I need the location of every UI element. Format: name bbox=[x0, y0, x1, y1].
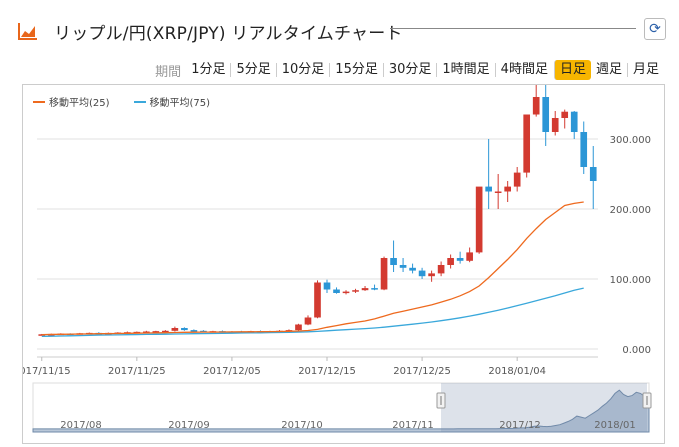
candle-body bbox=[143, 331, 150, 333]
legend-label-ma25: 移動平均(25) bbox=[49, 98, 110, 109]
period-30min[interactable]: 30分足 bbox=[382, 63, 437, 77]
candle-body bbox=[295, 324, 302, 331]
candle-body bbox=[181, 328, 188, 331]
candle-body bbox=[304, 317, 312, 325]
period-weekly[interactable]: 週足 bbox=[595, 62, 622, 77]
candle-body bbox=[551, 118, 559, 132]
candle-body bbox=[162, 330, 169, 333]
candle-body bbox=[333, 289, 340, 293]
x-tick-label: 2017/12/25 bbox=[393, 366, 451, 377]
period-monthly[interactable]: 月足 bbox=[626, 63, 664, 77]
chart-legend: 移動平均(25) 移動平均(75) bbox=[33, 94, 234, 109]
navigator-label: 2017/08 bbox=[60, 420, 102, 431]
candle-body bbox=[323, 282, 331, 290]
period-5min[interactable]: 5分足 bbox=[230, 63, 275, 77]
title-underline bbox=[390, 28, 636, 29]
x-tick-label: 2017/12/05 bbox=[203, 366, 261, 377]
candle-body bbox=[38, 334, 46, 336]
candle-body bbox=[561, 111, 569, 118]
ma75-line bbox=[41, 287, 584, 338]
candle-body bbox=[466, 252, 473, 261]
candle-body bbox=[485, 186, 492, 192]
x-tick-label: 2018/01/04 bbox=[488, 366, 546, 377]
chart-icon bbox=[18, 23, 37, 40]
candle-body bbox=[342, 291, 350, 294]
period-1min[interactable]: 1分足 bbox=[191, 62, 226, 77]
refresh-button[interactable]: ⟳ bbox=[644, 18, 666, 40]
candle-body bbox=[399, 265, 407, 268]
candle-body bbox=[418, 270, 426, 277]
candle-body bbox=[475, 186, 483, 253]
period-label: 期間 bbox=[155, 64, 182, 80]
candle-body bbox=[314, 282, 321, 318]
candle-body bbox=[409, 267, 416, 271]
legend-swatch-ma25 bbox=[33, 100, 45, 103]
candle-body bbox=[542, 97, 550, 132]
navigator-label: 2017/11 bbox=[392, 420, 434, 431]
x-tick-label: 2017/11/15 bbox=[23, 366, 71, 377]
legend-swatch-ma75 bbox=[133, 100, 146, 103]
candle-body bbox=[456, 258, 464, 261]
y-tick-label: 300.000 bbox=[610, 135, 651, 146]
legend-label-ma75: 移動平均(75) bbox=[149, 98, 211, 109]
x-tick-label: 2017/11/25 bbox=[108, 366, 166, 377]
period-15min[interactable]: 15分足 bbox=[329, 63, 383, 77]
candle-body bbox=[447, 258, 454, 265]
period-10min[interactable]: 10分足 bbox=[275, 63, 330, 77]
candle-body bbox=[523, 114, 531, 173]
navigator-label: 2017/09 bbox=[168, 420, 210, 431]
candle-body bbox=[352, 290, 359, 292]
price-chart[interactable]: 0.000 100.000 200.000 300.000 2017/11/15 2017… bbox=[23, 85, 664, 443]
refresh-icon: ⟳ bbox=[649, 21, 661, 37]
ma25-line bbox=[41, 201, 584, 336]
candle-body bbox=[589, 167, 597, 181]
candle-body bbox=[390, 258, 397, 265]
candle-body bbox=[580, 132, 588, 167]
navigator-label: 2017/12 bbox=[499, 420, 541, 431]
navigator-selection bbox=[441, 383, 647, 432]
candle-body bbox=[504, 186, 511, 192]
candle-body bbox=[494, 191, 502, 193]
y-tick-label: 0.000 bbox=[622, 345, 651, 356]
candle-body bbox=[570, 111, 578, 132]
legend-item-ma75[interactable]: 移動平均(75) bbox=[133, 94, 211, 109]
period-daily[interactable]: 日足 bbox=[553, 60, 591, 80]
candle-body bbox=[532, 97, 540, 115]
y-tick-label: 100.000 bbox=[610, 275, 651, 286]
candle-body bbox=[190, 330, 198, 332]
x-tick-label: 2017/12/15 bbox=[298, 366, 356, 377]
legend-item-ma25[interactable]: 移動平均(25) bbox=[33, 94, 110, 109]
navigator-label: 2017/10 bbox=[281, 420, 323, 431]
candle-body bbox=[171, 328, 179, 331]
candle-body bbox=[437, 265, 445, 274]
period-1hour[interactable]: 1時間足 bbox=[436, 63, 494, 77]
title-bar: リップル/円(XRP/JPY) リアルタイムチャート bbox=[14, 14, 664, 44]
navigator-frame bbox=[32, 382, 650, 433]
candle-body bbox=[513, 172, 521, 187]
period-4hour[interactable]: 4時間足 bbox=[494, 63, 553, 77]
candle-body bbox=[428, 273, 435, 277]
candle-body bbox=[361, 288, 369, 291]
navigator-label: 2018/01 bbox=[594, 420, 636, 431]
candle-body bbox=[380, 258, 388, 290]
navigator-series bbox=[32, 389, 650, 433]
period-selector: 期間 1分足 5分足 10分足 15分足 30分足 1時間足 4時間足 日足 週… bbox=[150, 59, 664, 81]
page-title: リップル/円(XRP/JPY) リアルタイムチャート bbox=[54, 24, 403, 44]
candle-body bbox=[152, 331, 160, 333]
candle-body bbox=[371, 288, 378, 290]
y-tick-label: 200.000 bbox=[610, 205, 651, 216]
chart-container: 移動平均(25) 移動平均(75) 0.000 100.000 200.000 300… bbox=[22, 84, 665, 444]
